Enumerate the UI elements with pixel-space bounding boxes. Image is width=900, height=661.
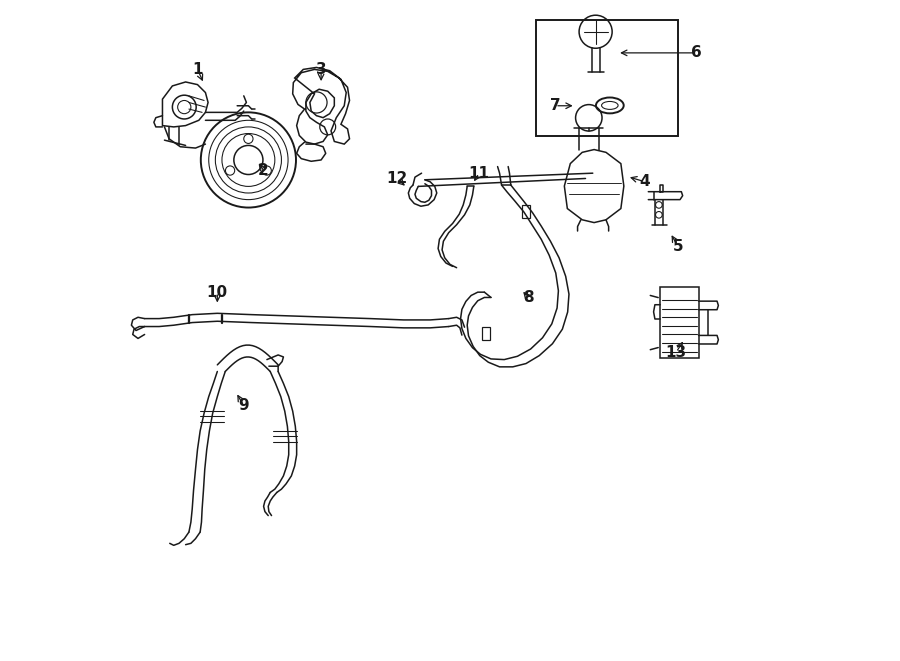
Text: 4: 4 [640, 175, 651, 189]
Text: 2: 2 [258, 163, 269, 178]
Text: 7: 7 [550, 98, 561, 113]
Text: 1: 1 [193, 62, 202, 77]
Bar [482, 327, 491, 340]
Text: 5: 5 [672, 239, 683, 254]
Text: 6: 6 [690, 46, 701, 60]
Text: 13: 13 [665, 345, 687, 360]
Text: 9: 9 [238, 399, 249, 413]
Text: 10: 10 [207, 285, 228, 299]
Text: 12: 12 [386, 171, 408, 186]
Text: 11: 11 [469, 166, 490, 180]
Bar [661, 287, 698, 358]
Text: 3: 3 [316, 62, 327, 77]
Text: 8: 8 [523, 290, 534, 305]
Bar [536, 20, 678, 136]
Bar [522, 205, 530, 218]
